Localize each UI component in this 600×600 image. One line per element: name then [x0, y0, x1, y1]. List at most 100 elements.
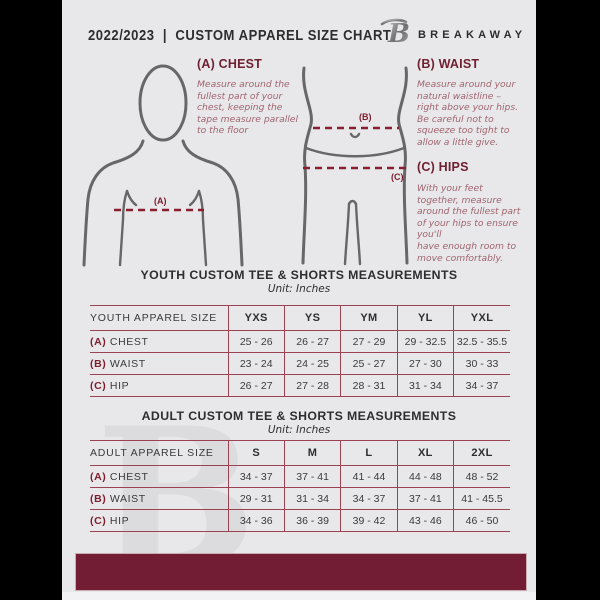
- size-value-cell: 29 - 31: [227, 487, 285, 510]
- waist-section-heading: (B) WAIST: [417, 57, 480, 71]
- page-title: 2022/2023 | CUSTOM APPAREL SIZE CHART: [88, 28, 392, 44]
- youth-header-row: YOUTH APPAREL SIZE YXS YS YM YL YXL: [90, 305, 510, 331]
- row-name: HIP: [109, 379, 130, 392]
- size-column-header: YM: [340, 305, 398, 331]
- size-value-cell: 26 - 27: [283, 330, 341, 353]
- left-armpit: [125, 189, 138, 207]
- adult-hip-row: (C) HIP 34 - 36 36 - 39 39 - 42 43 - 46 …: [90, 509, 510, 532]
- right-armpit: [188, 189, 201, 207]
- row-label: (A) CHEST: [90, 465, 228, 488]
- size-value-cell: 24 - 25: [283, 352, 341, 375]
- row-prefix: (A): [90, 470, 107, 483]
- row-label: (A) CHEST: [90, 330, 228, 353]
- marker-b: (B): [359, 112, 372, 122]
- torso-diagram: (A): [82, 64, 244, 267]
- size-column-header: M: [283, 440, 341, 466]
- bottom-edge-strip: [62, 592, 536, 600]
- size-value-cell: 37 - 41: [283, 465, 341, 488]
- youth-hip-row: (C) HIP 26 - 27 27 - 28 28 - 31 31 - 34 …: [90, 374, 510, 397]
- size-value-cell: 36 - 39: [283, 509, 341, 532]
- row-prefix: (B): [90, 357, 107, 370]
- brand-name: BREAKAWAY: [418, 29, 527, 41]
- right-shoulder-arm: [181, 139, 244, 267]
- hips-section-heading: (C) HIPS: [417, 160, 469, 174]
- waistband-curve: [304, 146, 406, 158]
- row-name: CHEST: [109, 335, 149, 348]
- size-value-cell: 31 - 34: [396, 374, 454, 397]
- size-value-cell: 46 - 50: [453, 509, 510, 532]
- size-value-cell: 27 - 29: [340, 330, 398, 353]
- navel-mark: [349, 132, 361, 139]
- waist-description: Measure around your natural waistline – …: [417, 79, 519, 148]
- row-prefix: (C): [90, 379, 107, 392]
- right-inner-leg: [354, 202, 362, 266]
- size-value-cell: 25 - 26: [227, 330, 285, 353]
- size-column-header: YS: [283, 305, 341, 331]
- svg-text:B: B: [387, 19, 410, 48]
- adult-column-header: ADULT APPAREL SIZE: [90, 440, 228, 466]
- left-inner-arm: [118, 189, 129, 267]
- row-prefix: (B): [90, 492, 107, 505]
- size-value-cell: 29 - 32.5: [396, 330, 454, 353]
- crotch-curve: [347, 199, 358, 206]
- youth-unit-label: Unit: Inches: [267, 283, 331, 295]
- chest-description: Measure around the fullest part of your …: [197, 79, 299, 137]
- row-label: (B) WAIST: [90, 352, 228, 375]
- size-value-cell: 43 - 46: [396, 509, 454, 532]
- size-value-cell: 44 - 48: [396, 465, 454, 488]
- size-value-cell: 41 - 44: [340, 465, 398, 488]
- row-name: HIP: [109, 514, 130, 527]
- size-value-cell: 37 - 41: [396, 487, 454, 510]
- right-hip-outline: [397, 66, 409, 265]
- marker-a: (A): [154, 196, 167, 206]
- breakaway-logo-icon: B: [380, 14, 412, 53]
- adult-size-table: ADULT APPAREL SIZE S M L XL 2XL (A) CHES…: [90, 440, 510, 532]
- left-inner-leg: [343, 202, 351, 266]
- head-outline: [138, 64, 188, 142]
- size-value-cell: 41 - 45.5: [453, 487, 510, 510]
- footer-accent-bar: [75, 553, 527, 591]
- size-value-cell: 32.5 - 35.5: [453, 330, 510, 353]
- size-value-cell: 23 - 24: [227, 352, 285, 375]
- flyer-paper: B 2022/2023 | CUSTOM APPAREL SIZE CHART: [62, 0, 536, 600]
- lower-body-diagram: (B) (C): [301, 66, 409, 266]
- size-column-header: XL: [396, 440, 454, 466]
- row-label: (C) HIP: [90, 374, 228, 397]
- adult-chest-row: (A) CHEST 34 - 37 37 - 41 41 - 44 44 - 4…: [90, 465, 510, 488]
- row-label: (C) HIP: [90, 509, 228, 532]
- row-name: WAIST: [109, 357, 146, 370]
- row-name: WAIST: [109, 492, 146, 505]
- size-value-cell: 34 - 37: [453, 374, 510, 397]
- marker-c: (C): [391, 172, 404, 182]
- size-column-header: S: [227, 440, 285, 466]
- size-value-cell: 34 - 36: [227, 509, 285, 532]
- adult-waist-row: (B) WAIST 29 - 31 31 - 34 34 - 37 37 - 4…: [90, 487, 510, 510]
- size-value-cell: 48 - 52: [453, 465, 510, 488]
- youth-chest-row: (A) CHEST 25 - 26 26 - 27 27 - 29 29 - 3…: [90, 330, 510, 353]
- size-value-cell: 30 - 33: [453, 352, 510, 375]
- hips-description: With your feet together, measure around …: [417, 183, 521, 264]
- size-column-header: YXL: [453, 305, 510, 331]
- size-value-cell: 26 - 27: [227, 374, 285, 397]
- size-column-header: YXS: [227, 305, 285, 331]
- adult-table-title: ADULT CUSTOM TEE & SHORTS MEASUREMENTS: [141, 409, 457, 423]
- size-column-header: 2XL: [453, 440, 510, 466]
- size-value-cell: 31 - 34: [283, 487, 341, 510]
- youth-column-header: YOUTH APPAREL SIZE: [90, 305, 228, 331]
- youth-size-table: YOUTH APPAREL SIZE YXS YS YM YL YXL (A) …: [90, 305, 510, 397]
- size-column-header: L: [340, 440, 398, 466]
- size-value-cell: 27 - 30: [396, 352, 454, 375]
- adult-header-row: ADULT APPAREL SIZE S M L XL 2XL: [90, 440, 510, 466]
- size-value-cell: 28 - 31: [340, 374, 398, 397]
- row-name: CHEST: [109, 470, 149, 483]
- row-prefix: (C): [90, 514, 107, 527]
- adult-unit-label: Unit: Inches: [267, 424, 331, 436]
- row-label: (B) WAIST: [90, 487, 228, 510]
- size-value-cell: 25 - 27: [340, 352, 398, 375]
- size-value-cell: 39 - 42: [340, 509, 398, 532]
- size-column-header: YL: [396, 305, 454, 331]
- size-value-cell: 34 - 37: [227, 465, 285, 488]
- youth-waist-row: (B) WAIST 23 - 24 24 - 25 25 - 27 27 - 3…: [90, 352, 510, 375]
- youth-table-title: YOUTH CUSTOM TEE & SHORTS MEASUREMENTS: [140, 268, 458, 282]
